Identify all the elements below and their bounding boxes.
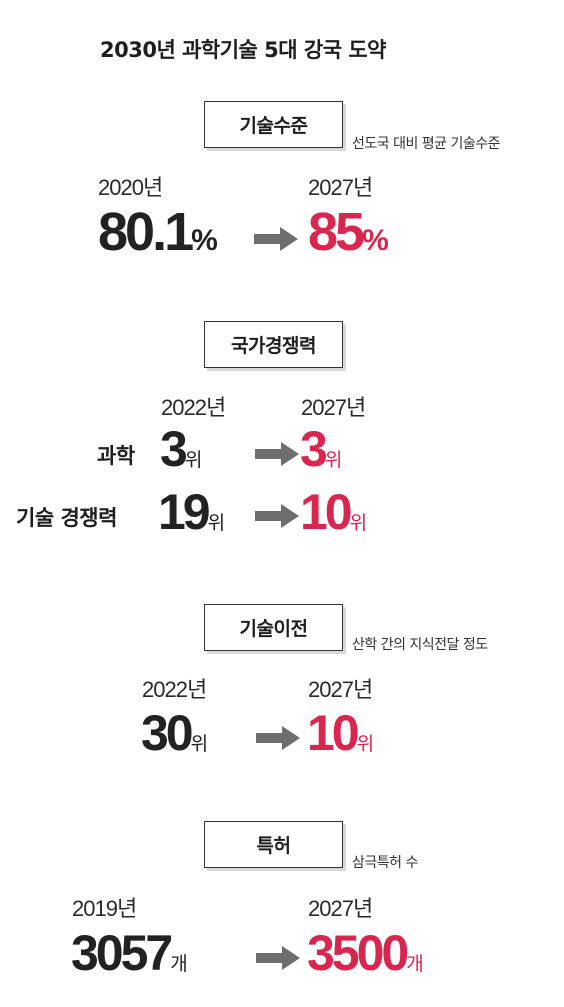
to-value-tech-competitiveness: 10위 xyxy=(300,484,368,540)
section-note-tech-transfer: 산학 간의 지식전달 정도 xyxy=(352,637,488,653)
from-value-tech-level: 80.1% xyxy=(98,202,218,262)
right-arrow-icon xyxy=(255,442,299,466)
from-value-tech-transfer: 30위 xyxy=(141,705,209,761)
from-unit-tech-level: % xyxy=(191,224,218,257)
to-value-patents: 3500개 xyxy=(307,925,424,981)
to-year-tech-level: 2027년 xyxy=(308,175,373,200)
to-unit-tech-transfer: 위 xyxy=(356,733,375,755)
row-label-tech-competitiveness: 기술 경쟁력 xyxy=(16,506,117,530)
to-value-tech-level: 85% xyxy=(308,202,389,262)
to-value-science: 3위 xyxy=(300,421,343,477)
section-note-patents: 삼극특허 수 xyxy=(352,855,418,871)
from-unit-science: 위 xyxy=(184,449,203,471)
page-title: 2030년 과학기술 5대 강국 도약 xyxy=(100,38,387,62)
to-unit-tech-level: % xyxy=(362,224,389,257)
section-heading-patents: 특허 xyxy=(204,821,343,868)
from-value-tech-competitiveness: 19위 xyxy=(158,484,226,540)
to-unit-patents: 개 xyxy=(406,953,424,975)
from-unit-patents: 개 xyxy=(170,953,188,975)
right-arrow-icon xyxy=(256,726,300,750)
from-value-science: 3위 xyxy=(160,421,203,477)
right-arrow-icon xyxy=(256,946,300,970)
right-arrow-icon xyxy=(254,227,298,251)
right-arrow-icon xyxy=(255,504,299,528)
from-year-tech-transfer: 2022년 xyxy=(142,677,207,702)
to-year-tech-transfer: 2027년 xyxy=(308,677,373,702)
section-heading-national-competitiveness: 국가경쟁력 xyxy=(204,321,343,368)
from-year-national-competitiveness: 2022년 xyxy=(161,395,226,420)
row-label-science: 과학 xyxy=(97,444,135,468)
from-unit-tech-transfer: 위 xyxy=(190,733,209,755)
section-heading-tech-level: 기술수준 xyxy=(204,101,343,148)
to-year-patents: 2027년 xyxy=(308,896,373,921)
section-heading-tech-transfer: 기술이전 xyxy=(204,604,343,651)
to-year-national-competitiveness: 2027년 xyxy=(301,395,366,420)
from-unit-tech-competitiveness: 위 xyxy=(207,512,226,534)
from-value-patents: 3057개 xyxy=(71,925,188,981)
to-unit-science: 위 xyxy=(324,449,343,471)
to-unit-tech-competitiveness: 위 xyxy=(349,512,368,534)
to-value-tech-transfer: 10위 xyxy=(307,705,375,761)
section-note-tech-level: 선도국 대비 평균 기술수준 xyxy=(352,136,501,152)
from-year-tech-level: 2020년 xyxy=(98,175,163,200)
from-year-patents: 2019년 xyxy=(72,896,137,921)
